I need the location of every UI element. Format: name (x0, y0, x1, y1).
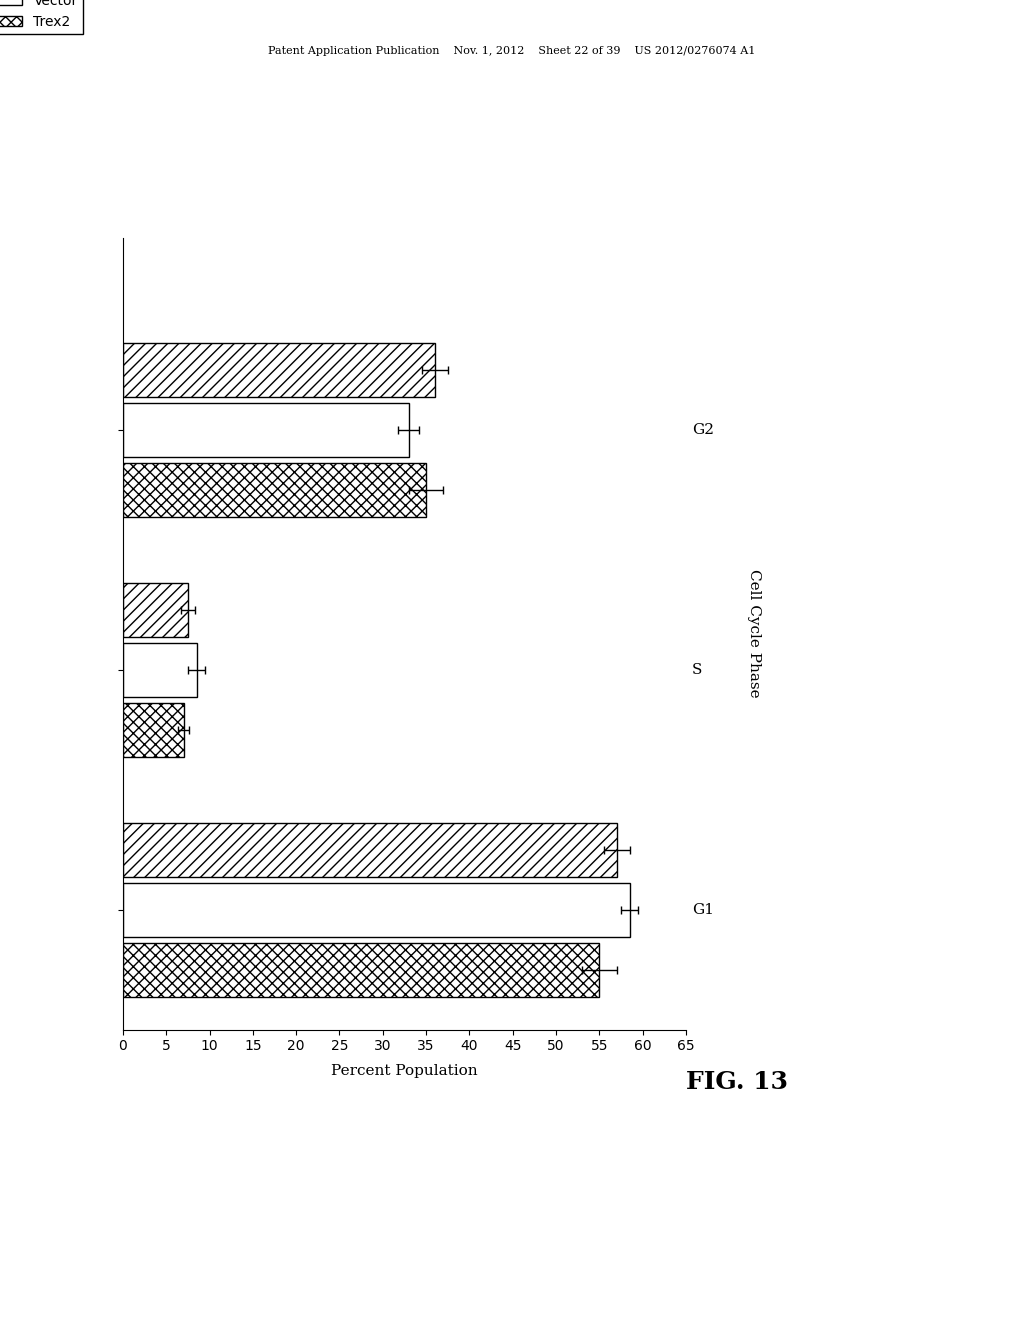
Bar (123, 462, 426, 516)
X-axis label: Percent Population: Percent Population (331, 1064, 478, 1078)
Bar (123, 643, 197, 697)
Legend: Mock, Vector, Trex2: Mock, Vector, Trex2 (0, 0, 83, 34)
Bar (123, 883, 630, 937)
Bar (123, 403, 409, 457)
Text: Patent Application Publication    Nov. 1, 2012    Sheet 22 of 39    US 2012/0276: Patent Application Publication Nov. 1, 2… (268, 46, 756, 57)
Text: FIG. 13: FIG. 13 (686, 1071, 788, 1094)
Bar (123, 343, 435, 396)
Text: G2: G2 (692, 422, 714, 437)
Bar (123, 822, 616, 876)
Text: S: S (692, 663, 702, 677)
Text: Cell Cycle Phase: Cell Cycle Phase (746, 569, 761, 698)
Bar (123, 702, 183, 756)
Bar (123, 942, 599, 997)
Bar (123, 582, 187, 636)
Text: G1: G1 (692, 903, 714, 916)
